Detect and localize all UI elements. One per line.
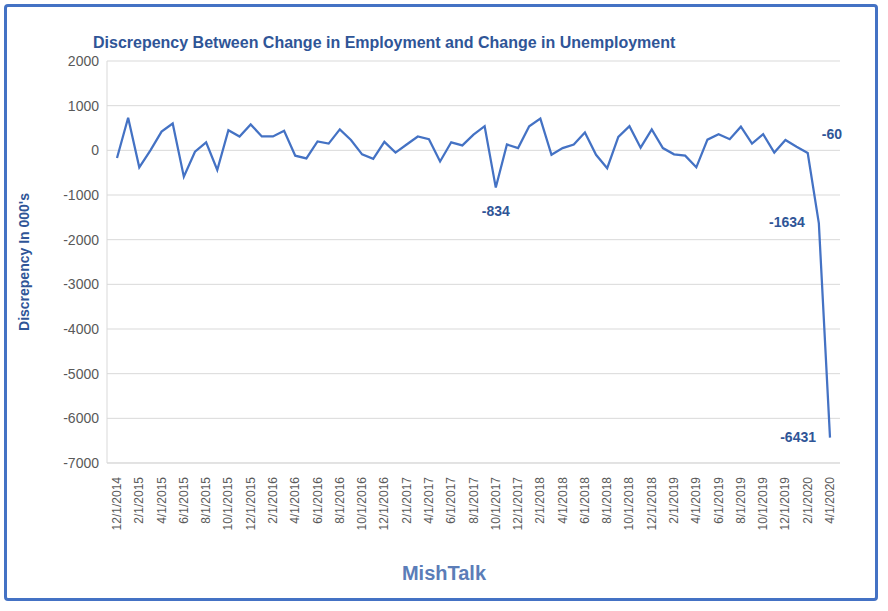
svg-text:4/1/2017: 4/1/2017 bbox=[422, 477, 436, 524]
svg-text:10/1/2015: 10/1/2015 bbox=[221, 477, 235, 531]
svg-text:-1634: -1634 bbox=[769, 214, 805, 230]
svg-text:-2000: -2000 bbox=[63, 232, 99, 248]
svg-text:10/1/2019: 10/1/2019 bbox=[756, 477, 770, 531]
svg-text:10/1/2017: 10/1/2017 bbox=[489, 477, 503, 531]
svg-text:12/1/2015: 12/1/2015 bbox=[244, 477, 258, 531]
svg-text:6/1/2015: 6/1/2015 bbox=[177, 477, 191, 524]
svg-text:8/1/2017: 8/1/2017 bbox=[467, 477, 481, 524]
svg-text:10/1/2016: 10/1/2016 bbox=[355, 477, 369, 531]
svg-text:-834: -834 bbox=[482, 203, 510, 219]
svg-text:6/1/2016: 6/1/2016 bbox=[311, 477, 325, 524]
svg-text:-1000: -1000 bbox=[63, 187, 99, 203]
svg-text:-4000: -4000 bbox=[63, 321, 99, 337]
svg-text:8/1/2018: 8/1/2018 bbox=[600, 477, 614, 524]
svg-text:-6000: -6000 bbox=[63, 410, 99, 426]
svg-text:4/1/2016: 4/1/2016 bbox=[288, 477, 302, 524]
svg-text:-7000: -7000 bbox=[63, 455, 99, 471]
html-text:Discrepency Between Change in: Discrepency Between Change in Employment… bbox=[93, 34, 676, 51]
svg-text:10/1/2018: 10/1/2018 bbox=[622, 477, 636, 531]
svg-text:4/1/2018: 4/1/2018 bbox=[556, 477, 570, 524]
svg-text:2/1/2020: 2/1/2020 bbox=[801, 477, 815, 524]
svg-text:-6431: -6431 bbox=[780, 429, 816, 445]
svg-text:8/1/2019: 8/1/2019 bbox=[734, 477, 748, 524]
svg-text:2/1/2015: 2/1/2015 bbox=[132, 477, 146, 524]
svg-text:4/1/2020: 4/1/2020 bbox=[823, 477, 837, 524]
svg-text:6/1/2019: 6/1/2019 bbox=[712, 477, 726, 524]
svg-text:2/1/2018: 2/1/2018 bbox=[533, 477, 547, 524]
svg-text:8/1/2016: 8/1/2016 bbox=[333, 477, 347, 524]
svg-text:1000: 1000 bbox=[68, 98, 99, 114]
svg-text:4/1/2015: 4/1/2015 bbox=[155, 477, 169, 524]
svg-text:12/1/2018: 12/1/2018 bbox=[645, 477, 659, 531]
svg-text:-3000: -3000 bbox=[63, 276, 99, 292]
html-text:MishTalk: MishTalk bbox=[402, 562, 486, 584]
svg-text:6/1/2018: 6/1/2018 bbox=[578, 477, 592, 524]
svg-text:2000: 2000 bbox=[68, 53, 99, 69]
svg-text:6/1/2017: 6/1/2017 bbox=[444, 477, 458, 524]
svg-text:0: 0 bbox=[91, 142, 99, 158]
svg-text:2/1/2017: 2/1/2017 bbox=[400, 477, 414, 524]
svg-text:Discrepency In 000's: Discrepency In 000's bbox=[16, 193, 32, 331]
svg-text:4/1/2019: 4/1/2019 bbox=[689, 477, 703, 524]
svg-text:12/1/2016: 12/1/2016 bbox=[377, 477, 391, 531]
svg-text:-60: -60 bbox=[822, 126, 842, 142]
svg-text:12/1/2017: 12/1/2017 bbox=[511, 477, 525, 531]
svg-text:12/1/2019: 12/1/2019 bbox=[778, 477, 792, 531]
svg-text:12/1/2014: 12/1/2014 bbox=[110, 477, 124, 531]
svg-text:2/1/2019: 2/1/2019 bbox=[667, 477, 681, 524]
svg-text:-5000: -5000 bbox=[63, 366, 99, 382]
svg-text:8/1/2015: 8/1/2015 bbox=[199, 477, 213, 524]
svg-text:2/1/2016: 2/1/2016 bbox=[266, 477, 280, 524]
